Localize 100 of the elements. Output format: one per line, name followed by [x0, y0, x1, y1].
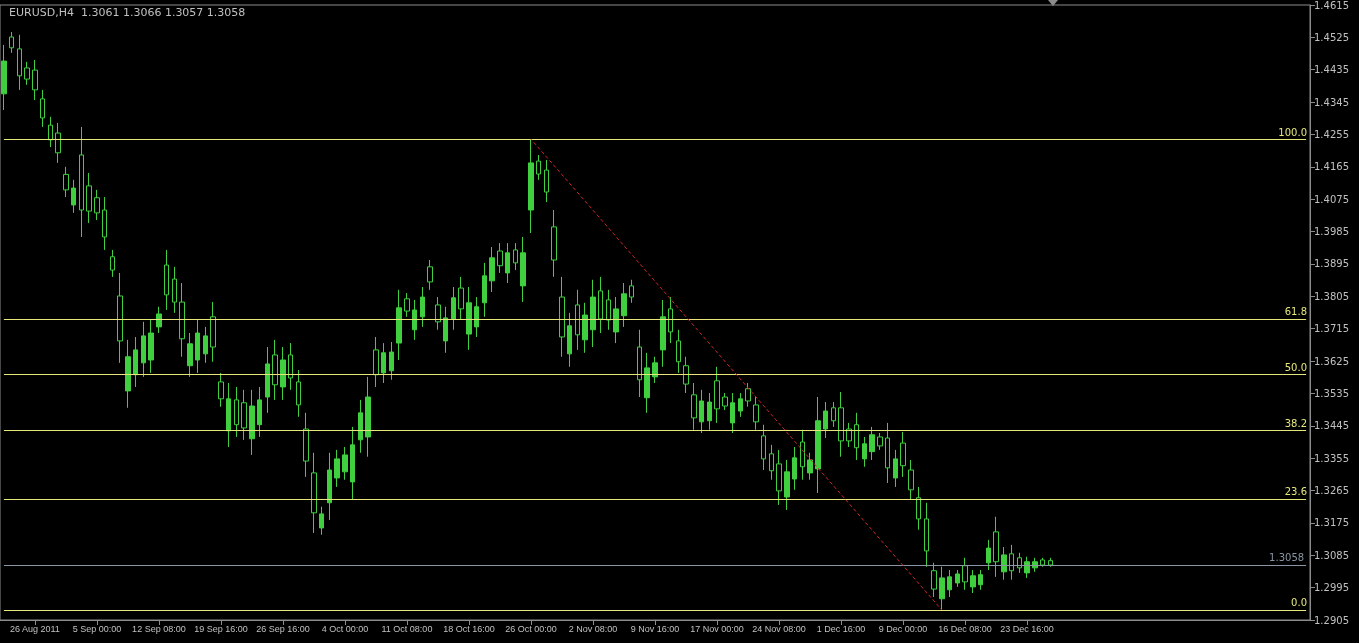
candlestick [172, 266, 177, 314]
candlestick [792, 446, 797, 491]
candlestick [125, 339, 131, 409]
candlestick [652, 356, 658, 384]
x-tick-label: 5 Sep 00:00 [72, 623, 122, 634]
x-tick-label: 9 Nov 16:00 [630, 623, 680, 634]
candlestick [644, 352, 650, 414]
candlestick [714, 366, 720, 424]
y-tick-label: 1.3625 [1314, 355, 1349, 367]
candlestick [800, 429, 805, 481]
x-tick-label: 26 Oct 00:00 [505, 623, 557, 634]
candlestick [412, 299, 417, 341]
candlestick [350, 426, 355, 501]
y-tick-label: 1.4615 [1314, 0, 1349, 11]
candlestick [885, 422, 890, 484]
candlestick [272, 339, 278, 401]
candlestick [427, 259, 433, 291]
candlestick [823, 401, 828, 439]
y-tick-label: 1.3085 [1314, 549, 1349, 561]
y-tick-label: 1.3355 [1314, 452, 1349, 464]
candlestick [1048, 557, 1053, 568]
candlestick [458, 276, 464, 321]
y-tick-label: 1.3265 [1314, 485, 1349, 497]
candlestick [334, 449, 340, 488]
candlestick [893, 449, 898, 488]
y-tick-label: 1.4255 [1314, 128, 1349, 140]
y-tick-label: 1.3985 [1314, 226, 1349, 238]
y-tick-label: 1.3535 [1314, 387, 1349, 399]
candlestick [303, 412, 309, 478]
candlestick [79, 126, 84, 238]
candlestick [133, 336, 138, 388]
candlestick [567, 312, 572, 368]
candlestick [1040, 557, 1045, 568]
candlestick [1009, 544, 1014, 581]
x-tick-label: 1 Dec 16:00 [816, 623, 866, 634]
annotation: 38.2 [1284, 417, 1307, 429]
candlestick [520, 236, 526, 303]
candlestick [358, 399, 363, 454]
annotation: 0.0 [1291, 597, 1307, 609]
candlestick [94, 189, 100, 221]
candlestick [71, 179, 76, 214]
x-tick-label: 19 Sep 16:00 [194, 623, 248, 634]
candlestick [249, 389, 255, 456]
candlestick [234, 386, 239, 438]
candlestick [497, 242, 503, 274]
x-tick-label: 18 Oct 16:00 [443, 623, 495, 634]
candlestick [482, 262, 487, 318]
candlestick [924, 502, 929, 568]
candlestick [544, 159, 549, 203]
candlestick [210, 301, 216, 363]
candlestick [218, 372, 224, 408]
candlestick [342, 446, 348, 481]
candlestick [606, 289, 611, 331]
candlestick [86, 172, 92, 224]
candlestick [738, 392, 743, 418]
candlestick [102, 196, 107, 251]
candlestick [722, 392, 728, 411]
candlestick [404, 292, 410, 318]
candlestick [978, 569, 983, 591]
candlestick [156, 306, 162, 334]
x-tick-label: 23 Dec 16:00 [1000, 623, 1054, 634]
y-tick-label: 1.3895 [1314, 258, 1349, 270]
candlestick [970, 569, 976, 594]
candlestick [637, 329, 642, 398]
candlestick [598, 276, 603, 334]
candlestick [195, 319, 200, 374]
candlestick [389, 341, 394, 381]
candlestick [489, 246, 495, 293]
candlestick [575, 289, 580, 351]
candlestick [63, 166, 69, 198]
candlestick [769, 444, 774, 481]
candlestick [660, 299, 666, 368]
y-tick-label: 1.3805 [1314, 290, 1349, 302]
candlestick [280, 346, 286, 401]
candlestick [319, 506, 324, 536]
candlestick [955, 569, 960, 588]
candlestick [931, 562, 937, 598]
y-tick-label: 1.2995 [1314, 582, 1349, 594]
candlestick [854, 412, 859, 461]
y-tick-label: 1.4525 [1314, 31, 1349, 43]
x-tick-label: 12 Sep 08:00 [132, 623, 186, 634]
candlestick [831, 401, 836, 428]
candlestick [993, 516, 999, 578]
candlestick [1, 44, 7, 111]
candlestick [776, 449, 782, 506]
candlestick [939, 566, 945, 611]
candlestick [288, 342, 293, 391]
candlestick [451, 286, 456, 331]
candlestick [32, 59, 38, 101]
candlestick [613, 296, 619, 344]
candlestick [862, 436, 867, 468]
candlestick [420, 286, 425, 328]
candlestick [590, 279, 596, 348]
x-tick-label: 17 Nov 00:00 [690, 623, 744, 634]
candlestick [474, 296, 479, 338]
y-tick-label: 1.3715 [1314, 323, 1349, 335]
candlestick [513, 242, 518, 271]
candlestick [435, 296, 441, 331]
candlestick [226, 382, 231, 448]
y-tick-label: 1.4435 [1314, 64, 1349, 76]
